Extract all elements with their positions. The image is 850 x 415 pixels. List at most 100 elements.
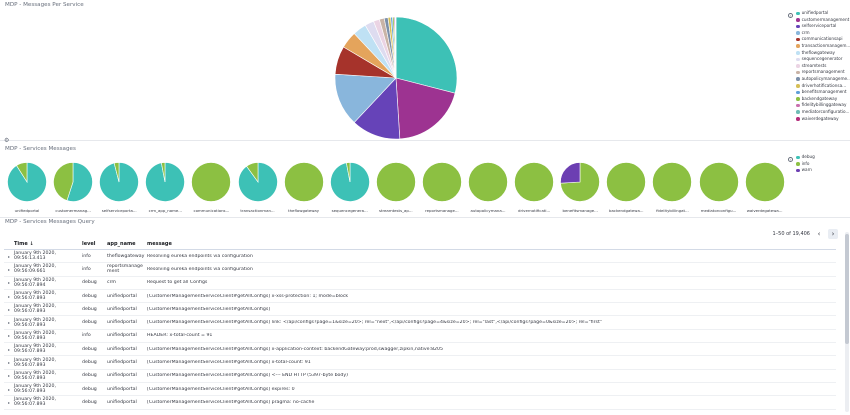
- service-pie-label: customermanag...: [55, 208, 91, 213]
- service-pie-chart[interactable]: [237, 162, 278, 202]
- service-pie-slice-1[interactable]: [283, 162, 324, 202]
- service-pie-slice-1[interactable]: [113, 162, 120, 183]
- legend-item[interactable]: warn: [796, 167, 815, 174]
- legend-item[interactable]: selfserviceportal: [796, 23, 850, 30]
- next-page-button[interactable]: ›: [828, 229, 838, 239]
- table-row[interactable]: ▸ January 9th 2020, 09:56:07.893 debug unif…: [4, 303, 836, 317]
- pie-slice-1[interactable]: [395, 77, 456, 140]
- legend-item[interactable]: driverhotificationsa...: [796, 83, 850, 90]
- legend-item[interactable]: unifiedportal: [796, 10, 850, 17]
- service-pie-slice-1[interactable]: [345, 162, 350, 183]
- service-pie-chart[interactable]: [606, 162, 647, 202]
- service-pie-slice-2[interactable]: [560, 162, 581, 184]
- service-pie-slice-1[interactable]: [698, 162, 739, 202]
- pie-legend-toggle-icon[interactable]: ‹: [788, 13, 793, 18]
- table-row[interactable]: ▸ January 9th 2020, 09:56:07.894 debug crm R…: [4, 277, 836, 290]
- table-scrollbar-thumb[interactable]: [845, 234, 849, 344]
- service-pie-chart[interactable]: [329, 162, 370, 202]
- expand-row-icon[interactable]: ▸: [7, 306, 10, 312]
- service-pie-slice-1[interactable]: [161, 162, 166, 183]
- table-row[interactable]: ▸ January 9th 2020, 09:56:13.413 info thefl…: [4, 250, 836, 264]
- service-pie-slice-1[interactable]: [652, 162, 693, 202]
- table-row[interactable]: ▸ January 9th 2020, 09:56:07.893 debug unif…: [4, 290, 836, 304]
- service-pie-chart[interactable]: [99, 162, 139, 202]
- legend-item[interactable]: streamtests: [796, 63, 850, 70]
- table-row[interactable]: ▸ January 9th 2020, 09:56:07.893 debug unif…: [4, 383, 836, 397]
- cell-time: January 9th 2020, 09:56:07.893: [14, 291, 56, 302]
- table-row[interactable]: ▸ January 9th 2020, 09:56:07.893 debug unif…: [4, 356, 836, 370]
- expand-row-icon[interactable]: ▸: [7, 399, 10, 405]
- pie-slice-3[interactable]: [334, 73, 397, 123]
- legend-dot-icon: [796, 37, 800, 42]
- service-pie-chart[interactable]: [191, 162, 232, 202]
- service-pie-chart[interactable]: [283, 162, 324, 202]
- expand-row-icon[interactable]: ▸: [7, 266, 10, 272]
- legend-item[interactable]: mediatorconfiguratio...: [796, 109, 850, 116]
- service-pie-slice-1[interactable]: [422, 162, 462, 202]
- table-row[interactable]: ▸ January 9th 2020, 09:56:09.661 info repor…: [4, 263, 836, 277]
- legend-item[interactable]: sequencegenerator: [796, 56, 850, 63]
- legend-item[interactable]: communicationsapi: [796, 36, 850, 43]
- service-pie-chart[interactable]: [744, 162, 785, 202]
- legend-item[interactable]: reportsmanagement: [796, 69, 850, 76]
- service-pie-slice-1[interactable]: [245, 162, 258, 183]
- legend-item[interactable]: fidelitybillinggateway: [796, 102, 850, 109]
- service-pie-chart[interactable]: [7, 162, 47, 202]
- legend-item[interactable]: crm: [796, 30, 850, 37]
- service-pie-chart[interactable]: [514, 162, 554, 202]
- mini-legend-toggle-icon[interactable]: ‹: [788, 157, 793, 162]
- service-pie-chart[interactable]: [422, 162, 462, 202]
- legend-item[interactable]: debug: [796, 154, 815, 161]
- service-pie-chart[interactable]: [53, 162, 93, 202]
- service-pie-chart[interactable]: [468, 162, 508, 202]
- expand-row-icon[interactable]: ▸: [7, 373, 10, 379]
- legend-item[interactable]: transactionmanagem...: [796, 43, 850, 50]
- cell-app-name: unifiedportal: [107, 373, 137, 379]
- legend-item[interactable]: theflowgateway: [796, 50, 850, 57]
- column-header-message[interactable]: message: [147, 241, 172, 247]
- cell-app-name: unifiedportal: [107, 333, 137, 339]
- legend-item[interactable]: backendgateway: [796, 96, 850, 103]
- service-pie-slice-1[interactable]: [468, 162, 508, 202]
- expand-row-icon[interactable]: ▸: [7, 293, 10, 299]
- expand-row-icon[interactable]: ▸: [7, 280, 10, 286]
- panel-settings-icon[interactable]: ⚙: [4, 137, 10, 144]
- expand-row-icon[interactable]: ▸: [7, 333, 10, 339]
- column-header-time[interactable]: Time ↓: [14, 241, 34, 247]
- expand-row-icon[interactable]: ▸: [7, 320, 10, 326]
- expand-row-icon[interactable]: ▸: [7, 253, 10, 259]
- cell-time: January 9th 2020, 09:56:07.893: [14, 357, 56, 368]
- service-pie-slice-1[interactable]: [16, 162, 28, 184]
- table-row[interactable]: ▸ January 9th 2020, 09:56:07.893 info unifi…: [4, 330, 836, 344]
- legend-item[interactable]: autopolicymanageme...: [796, 76, 850, 83]
- service-pie-slice-1[interactable]: [191, 162, 232, 202]
- service-pie-slice-1[interactable]: [375, 162, 416, 202]
- legend-item[interactable]: benefitsmanagement: [796, 89, 850, 96]
- table-row[interactable]: ▸ January 9th 2020, 09:56:07.893 debug unif…: [4, 316, 836, 330]
- legend-label: mediatorconfiguratio...: [801, 108, 850, 114]
- column-header-level[interactable]: level: [82, 241, 96, 247]
- service-pie-slice-1[interactable]: [53, 162, 74, 201]
- previous-page-button[interactable]: ‹: [817, 230, 821, 238]
- pie-slice-0[interactable]: [395, 16, 458, 94]
- table-row[interactable]: ▸ January 9th 2020, 09:56:07.893 debug unif…: [4, 370, 836, 383]
- service-pie-chart[interactable]: [698, 162, 739, 202]
- legend-item[interactable]: customermanagement: [796, 17, 850, 24]
- service-pie-chart[interactable]: [145, 162, 186, 202]
- service-pie-chart[interactable]: [652, 162, 693, 202]
- expand-row-icon[interactable]: ▸: [7, 346, 10, 352]
- expand-row-icon[interactable]: ▸: [7, 386, 10, 392]
- service-pie-chart[interactable]: [560, 162, 600, 202]
- legend-item[interactable]: info: [796, 161, 815, 168]
- service-pie-slice-1[interactable]: [744, 162, 785, 202]
- legend-item[interactable]: waiverdegateway: [796, 116, 850, 123]
- service-pie-slice-1[interactable]: [560, 162, 600, 202]
- column-header-app-name[interactable]: app_name: [107, 240, 136, 247]
- service-pie-slice-1[interactable]: [514, 162, 554, 202]
- expand-row-icon[interactable]: ▸: [7, 360, 10, 366]
- service-pie-slice-0[interactable]: [66, 162, 93, 202]
- service-pie-chart[interactable]: [375, 162, 416, 202]
- service-pie-slice-1[interactable]: [606, 162, 647, 202]
- table-row[interactable]: ▸ January 9th 2020, 09:56:07.893 debug unif…: [4, 396, 836, 410]
- table-row[interactable]: ▸ January 9th 2020, 09:56:07.893 debug unif…: [4, 343, 836, 357]
